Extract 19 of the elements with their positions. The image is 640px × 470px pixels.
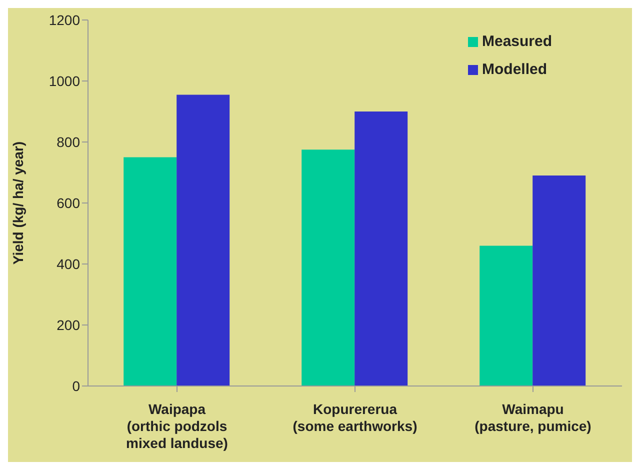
x-tick-label: Waipapa (orthic podzols mixed landuse) xyxy=(126,401,228,451)
x-tick-label: Kopurererua (some earthworks) xyxy=(292,401,418,434)
y-tick-label: 1000 xyxy=(48,72,80,89)
bar xyxy=(124,157,177,386)
x-tick-label: Waimapu (pasture, pumice) xyxy=(474,401,592,434)
bar xyxy=(176,94,230,386)
y-tick-label: 0 xyxy=(72,378,80,394)
y-tick-label: 400 xyxy=(56,256,80,272)
y-axis-title: Yield (kg/ ha/ year) xyxy=(10,141,26,265)
legend-label: Modelled xyxy=(482,61,548,78)
y-tick-label: 1200 xyxy=(48,12,80,28)
y-tick-label: 200 xyxy=(56,316,80,333)
bar xyxy=(532,176,586,386)
y-tick-label: 600 xyxy=(56,194,80,211)
bar xyxy=(480,246,533,386)
legend-label: Measured xyxy=(482,33,552,50)
y-tick-label: 800 xyxy=(56,134,80,150)
bar xyxy=(302,150,355,386)
bar xyxy=(354,112,408,386)
